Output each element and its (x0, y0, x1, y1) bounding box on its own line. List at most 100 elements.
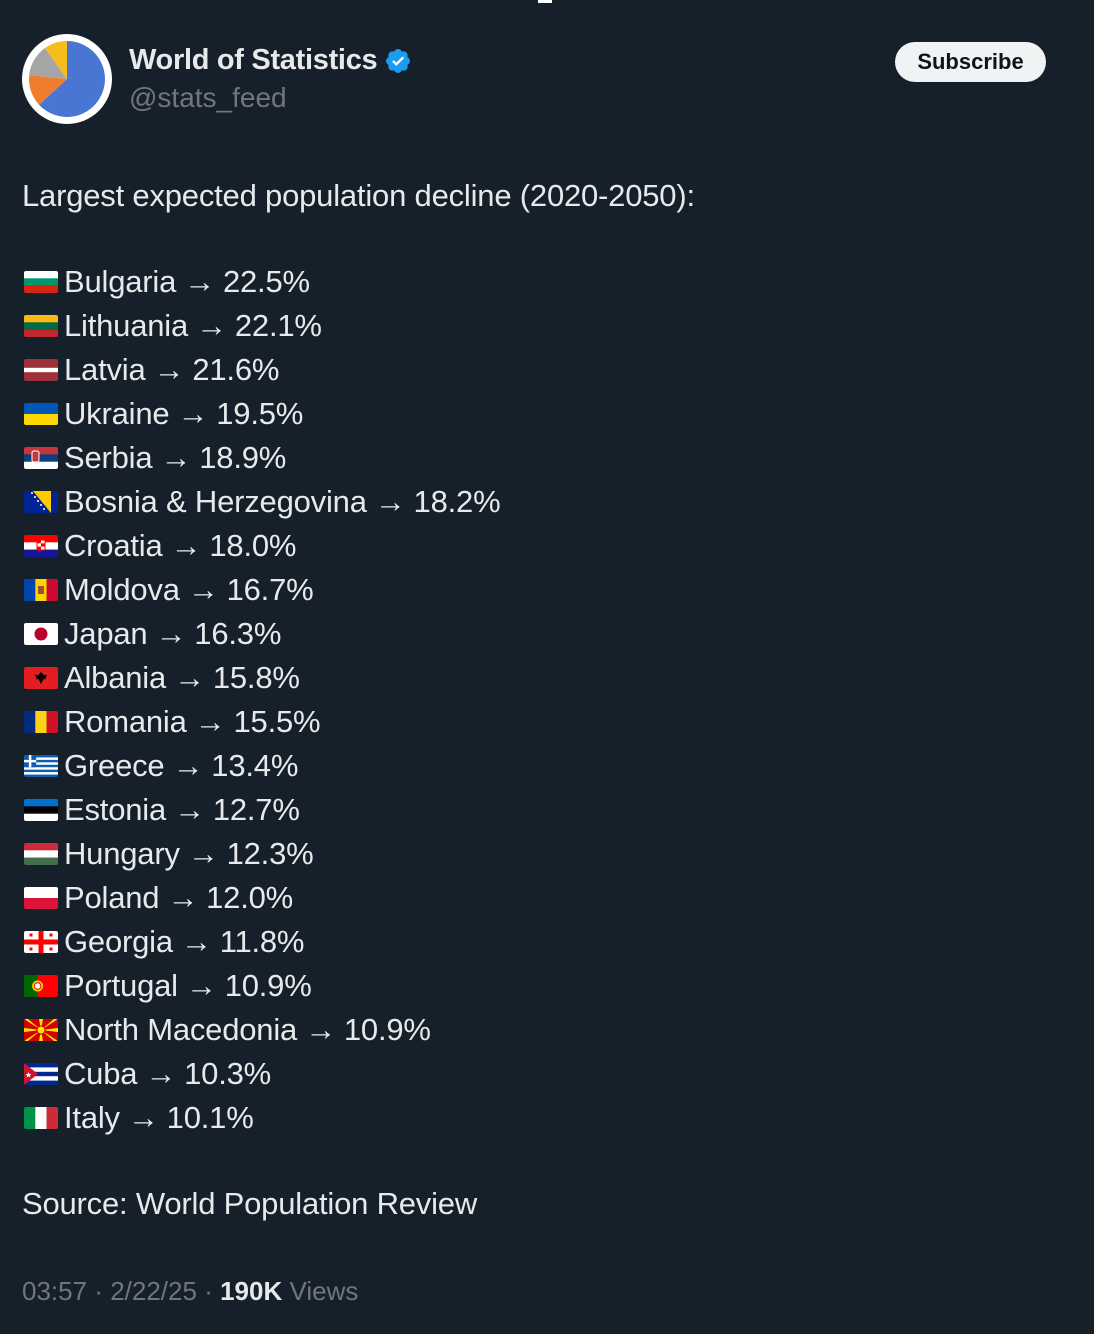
decline-value: 22.5% (222, 264, 310, 299)
list-item: Portugal → 10.9% (22, 964, 1062, 1008)
country-name: Croatia (64, 528, 163, 563)
source-line: Source: World Population Review (22, 1186, 478, 1221)
list-item: Japan → 16.3% (22, 612, 1062, 656)
arrow-icon: → (177, 396, 209, 431)
decline-value: 15.8% (212, 660, 300, 695)
country-name: Serbia (64, 440, 153, 475)
decline-value: 10.1% (166, 1100, 254, 1135)
north-macedonia-flag-icon (24, 1019, 58, 1041)
post-header: World of Statistics @stats_feed Subscrib… (22, 34, 1052, 126)
arrow-icon: → (180, 924, 212, 959)
list-item: Croatia → 18.0% (22, 524, 1062, 568)
country-list: Bulgaria → 22.5% Lithuania → 22.1% Latvi… (22, 260, 1062, 1140)
greece-flag-icon (24, 755, 58, 777)
list-item: Poland → 12.0% (22, 876, 1062, 920)
subscribe-button[interactable]: Subscribe (895, 42, 1046, 82)
arrow-icon: → (374, 484, 406, 519)
list-item: Greece → 13.4% (22, 744, 1062, 788)
list-item: Serbia → 18.9% (22, 436, 1062, 480)
arrow-icon: → (172, 748, 204, 783)
arrow-icon: → (196, 308, 227, 343)
decline-value: 10.9% (224, 968, 312, 1003)
display-name[interactable]: World of Statistics (129, 44, 378, 76)
croatia-flag-icon (24, 535, 58, 557)
meta-separator: · (94, 1276, 111, 1306)
list-item: Georgia → 11.8% (22, 920, 1062, 964)
decline-value: 11.8% (219, 924, 305, 959)
account-handle[interactable]: @stats_feed (129, 82, 287, 113)
country-name: Cuba (64, 1056, 138, 1091)
arrow-icon: → (170, 528, 202, 563)
arrow-icon: → (127, 1100, 159, 1135)
arrow-icon: → (184, 264, 215, 299)
list-item: Cuba → 10.3% (22, 1052, 1062, 1096)
post-time[interactable]: 03:57 (22, 1276, 88, 1306)
serbia-flag-icon (24, 447, 58, 469)
list-item: Moldova → 16.7% (22, 568, 1062, 612)
portugal-flag-icon (24, 975, 58, 997)
arrow-icon: → (167, 880, 199, 915)
decline-value: 15.5% (233, 704, 321, 739)
verified-badge-icon (386, 48, 411, 73)
list-item: Albania → 15.8% (22, 656, 1062, 700)
views-label: Views (289, 1276, 359, 1306)
country-name: Romania (64, 704, 187, 739)
country-name: Ukraine (64, 396, 170, 431)
decline-value: 19.5% (216, 396, 304, 431)
country-name: North Macedonia (64, 1012, 298, 1047)
estonia-flag-icon (24, 799, 58, 821)
country-name: Poland (64, 880, 160, 915)
country-name: Georgia (64, 924, 173, 959)
country-name: Hungary (64, 836, 180, 871)
post-title: Largest expected population decline (202… (22, 178, 695, 213)
arrow-icon: → (174, 792, 205, 827)
decline-value: 10.3% (184, 1056, 272, 1091)
list-item: Ukraine → 19.5% (22, 392, 1062, 436)
list-item: Estonia → 12.7% (22, 788, 1062, 832)
list-item: Latvia → 21.6% (22, 348, 1062, 392)
romania-flag-icon (24, 711, 58, 733)
list-item: Hungary → 12.3% (22, 832, 1062, 876)
decline-value: 22.1% (234, 308, 322, 343)
arrow-icon: → (174, 660, 205, 695)
pie-chart-avatar-icon (28, 40, 105, 118)
country-name: Italy (64, 1100, 120, 1135)
arrow-icon: → (187, 572, 219, 607)
decline-value: 16.7% (226, 572, 314, 607)
country-name: Japan (64, 616, 148, 651)
georgia-flag-icon (24, 931, 58, 953)
views-count: 190K (220, 1276, 283, 1306)
avatar[interactable] (22, 34, 112, 124)
decline-value: 18.9% (199, 440, 287, 475)
country-name: Lithuania (64, 308, 189, 343)
arrow-icon: → (160, 440, 192, 475)
italy-flag-icon (24, 1107, 58, 1129)
bulgaria-flag-icon (24, 271, 58, 293)
country-name: Greece (64, 748, 165, 783)
country-name: Bosnia & Herzegovina (64, 484, 367, 519)
decline-value: 10.9% (343, 1012, 431, 1047)
country-name: Portugal (64, 968, 178, 1003)
decline-value: 12.7% (212, 792, 300, 827)
decline-value: 12.3% (226, 836, 314, 871)
arrow-icon: → (155, 616, 187, 651)
meta-separator: · (204, 1276, 221, 1306)
japan-flag-icon (24, 623, 58, 645)
decline-value: 13.4% (211, 748, 299, 783)
country-name: Bulgaria (64, 264, 177, 299)
poland-flag-icon (24, 887, 58, 909)
country-name: Latvia (64, 352, 146, 387)
decline-value: 18.2% (413, 484, 501, 519)
country-name: Moldova (64, 572, 180, 607)
country-name: Estonia (64, 792, 166, 827)
post-meta: 03:57 · 2/22/25 · 190K Views (22, 1276, 358, 1307)
moldova-flag-icon (24, 579, 58, 601)
top-edge-marker (538, 0, 552, 3)
albania-flag-icon (24, 667, 58, 689)
arrow-icon: → (194, 704, 226, 739)
list-item: Bulgaria → 22.5% (22, 260, 1062, 304)
latvia-flag-icon (24, 359, 58, 381)
list-item: Bosnia & Herzegovina → 18.2% (22, 480, 1062, 524)
post-date[interactable]: 2/22/25 (110, 1276, 197, 1306)
lithuania-flag-icon (24, 315, 58, 337)
